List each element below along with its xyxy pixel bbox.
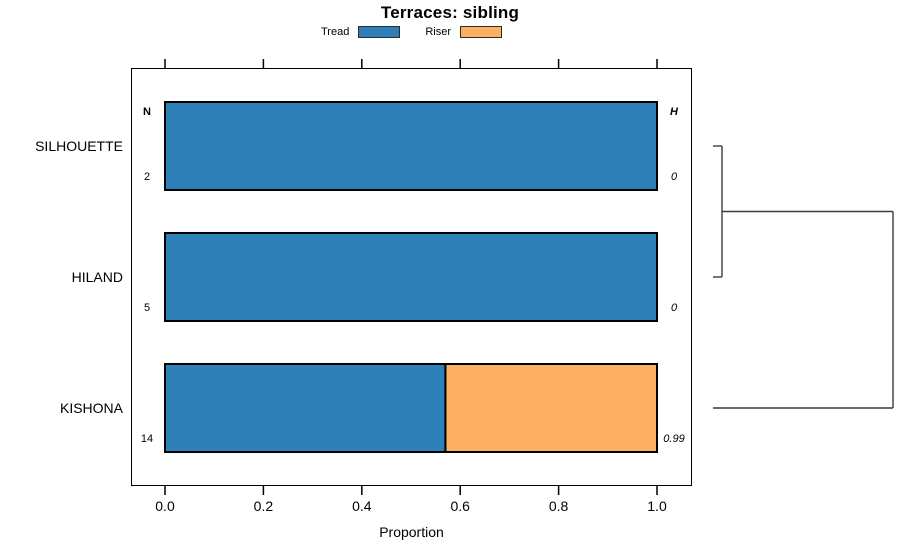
x-tick-label: 0.0 xyxy=(155,498,175,514)
n-value: 2 xyxy=(143,171,151,183)
legend-item-tread: Tread xyxy=(321,26,401,38)
x-tick-label: 0.2 xyxy=(253,498,274,514)
h-column-header: H xyxy=(670,106,678,118)
legend-item-riser: Riser xyxy=(425,26,502,38)
h-value: 0 xyxy=(670,302,678,314)
x-axis-title: Proportion xyxy=(379,524,444,540)
category-label-hiland: HILAND xyxy=(71,269,123,285)
x-tick-label: 0.6 xyxy=(450,498,470,514)
x-tick-label: 0.4 xyxy=(352,498,372,514)
h-value: 0 xyxy=(670,171,678,183)
h-value: 0.99 xyxy=(663,433,685,445)
n-value: 14 xyxy=(140,433,154,445)
x-tick-label: 0.8 xyxy=(548,498,569,514)
plot-area xyxy=(131,68,692,486)
category-label-silhouette: SILHOUETTE xyxy=(35,138,123,154)
legend: Tread Riser xyxy=(131,23,692,41)
legend-label: Tread xyxy=(321,26,350,38)
legend-swatch-icon xyxy=(358,26,401,38)
legend-label: Riser xyxy=(425,26,451,38)
n-column-header: N xyxy=(143,106,151,118)
category-label-kishona: KISHONA xyxy=(59,400,123,416)
n-value: 5 xyxy=(143,302,151,314)
legend-swatch-icon xyxy=(460,26,502,38)
chart-title: Terraces: sibling xyxy=(380,3,520,22)
x-tick-label: 1.0 xyxy=(647,498,667,514)
